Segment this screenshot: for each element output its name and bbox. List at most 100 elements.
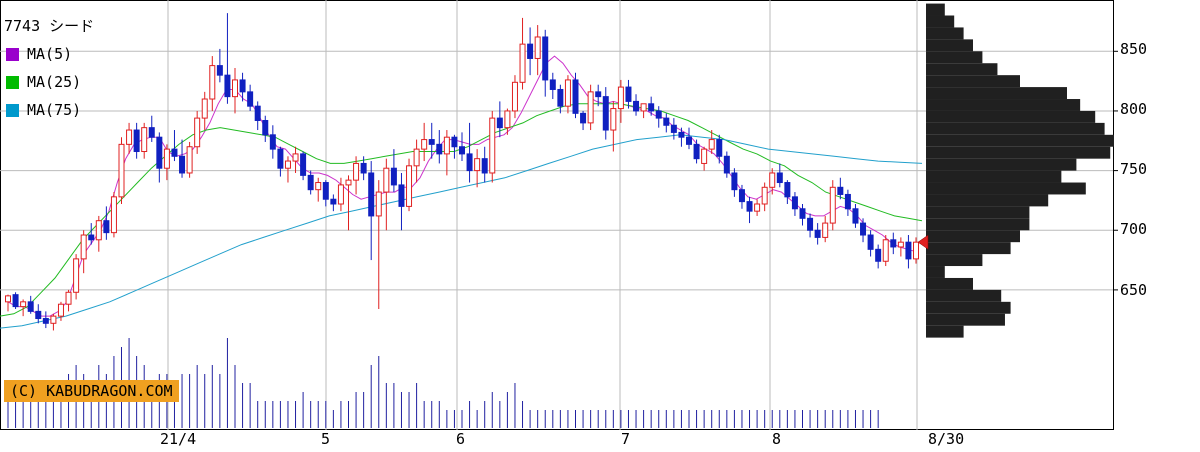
candle-body [595,91,602,98]
profile-bar [926,170,1062,183]
candle-body [186,146,193,174]
x-tick-label: 8 [772,430,782,448]
ma5-swatch [6,47,19,61]
candle-body [126,129,133,145]
candle-body [867,234,874,250]
candle-body [572,79,579,114]
candle-body [617,86,624,110]
profile-bar [926,289,1002,302]
candle-body [284,160,291,169]
candle-body [103,220,110,234]
y-tick-label: 800 [1120,100,1148,118]
candle-body [564,79,571,107]
candle-body [701,148,708,164]
candle-body [360,162,367,174]
candle-body [602,96,609,131]
candle-body [368,172,375,217]
candle-body [451,136,458,148]
candle-body [769,172,776,188]
legend-ma75: MA(75) [27,101,82,119]
candle-body [398,184,405,207]
candle-body [292,153,299,162]
profile-bar [926,39,973,52]
candle-body [262,119,269,136]
chart-title: 7743 シード [4,17,95,35]
candle-body [527,43,534,59]
candle-body [141,127,148,153]
candle-body [428,139,435,145]
profile-bar [926,3,945,16]
x-tick-label: 6 [456,430,466,448]
candle-body [542,36,549,81]
candle-body [814,229,821,238]
profile-bar [926,122,1105,135]
candle-body [655,110,662,119]
y-tick-label: 700 [1120,220,1148,238]
moving-average-lines [0,55,923,329]
candle-body [678,131,685,138]
profile-bar [926,75,1020,88]
candle-body [216,65,223,76]
candle-body [807,217,814,231]
current-price-marker [917,234,929,250]
candle-body [390,167,397,186]
candle-body [746,201,753,212]
candle-body [209,65,216,100]
candle-body [625,86,632,102]
profile-bar [926,218,1030,231]
candle-body [844,193,851,210]
candle-body [224,74,231,98]
candle-body [761,186,768,205]
profile-bar [926,206,1030,219]
candle-body [459,146,465,155]
candle-body [837,186,844,195]
candle-body [534,36,541,59]
candle-body [799,208,806,219]
profile-bar [926,146,1111,159]
candle-body [315,182,322,191]
candle-body [670,124,677,133]
candle-body [519,43,526,83]
candle-body [913,241,919,260]
candle-body [890,239,897,248]
candle-body [50,315,57,324]
candle-body [383,167,390,193]
candle-body [194,117,201,148]
candle-body [481,158,488,174]
candle-body [587,91,594,124]
profile-bar [926,99,1081,111]
candle-body [663,117,670,126]
candle-body [42,318,49,324]
x-tick-label: 8/30 [928,430,965,448]
profile-bar [926,230,1020,243]
candle-body [232,79,238,98]
candle-body [852,208,859,224]
candle-body [738,189,745,203]
profile-bar [926,110,1096,123]
candle-body [345,179,352,186]
candle-body [20,301,27,308]
profile-bar [926,15,955,28]
candle-body [693,143,700,160]
profile-bar [926,158,1077,171]
profile-bar [926,27,964,40]
candle-body [489,117,496,174]
candle-body [277,148,284,169]
candle-body [776,172,783,184]
candle-body [254,105,261,121]
candle-body [118,143,125,198]
y-tick-label: 650 [1120,281,1148,299]
profile-bar [926,134,1114,147]
candle-body [95,220,102,241]
credit-badge: (C) KABUDRAGON.COM [4,380,179,402]
profile-bar [926,51,983,64]
ma75-swatch [6,103,19,117]
candle-body [300,153,307,176]
candle-body [860,222,867,236]
candle-body [648,103,655,112]
candle-body [466,153,473,172]
candle-body [822,222,829,238]
candle-body [322,182,329,200]
candle-body [474,158,481,172]
